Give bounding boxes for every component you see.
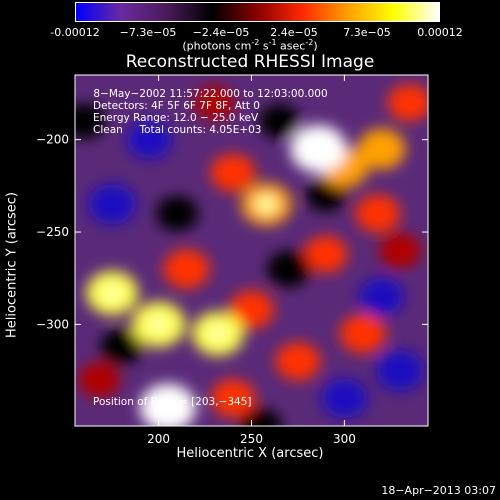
annotation-counts: Clean Total counts: 4.05E+03 bbox=[93, 124, 262, 136]
emission-core bbox=[100, 283, 124, 303]
y-tick-label: −250 bbox=[36, 225, 69, 239]
emission-core bbox=[255, 194, 278, 214]
x-axis-label: Heliocentric X (arcsec) bbox=[176, 446, 324, 461]
annotations: 8−May−2002 11:57:22.000 to 12:03:00.000 … bbox=[90, 88, 328, 136]
negative-blob bbox=[259, 103, 300, 139]
heatmap-image bbox=[75, 84, 428, 426]
colorbar-tick-label: 7.3e−05 bbox=[343, 26, 391, 39]
negative-blob bbox=[376, 350, 424, 391]
emission-blob bbox=[339, 313, 387, 354]
colorbar-units: (photons cm-2 s-1 asec-2) bbox=[182, 38, 318, 53]
emission-blob bbox=[210, 379, 256, 418]
negative-blob bbox=[306, 178, 346, 212]
emission-blob bbox=[379, 232, 422, 269]
colorbar bbox=[75, 2, 440, 22]
y-tick-label: −200 bbox=[36, 133, 69, 147]
negative-blob bbox=[266, 250, 311, 288]
emission-core bbox=[206, 323, 230, 344]
emission-blob bbox=[355, 194, 401, 233]
colorbar-tick-label: 0.00012 bbox=[417, 26, 463, 39]
x-tick-label: 300 bbox=[333, 432, 356, 446]
colorbar-tick-label: −2.4e−05 bbox=[192, 26, 250, 39]
negative-blob bbox=[156, 195, 199, 232]
y-tick-label: −300 bbox=[36, 317, 69, 331]
negative-blob bbox=[75, 103, 106, 140]
annotation-detectors: Detectors: 4F 5F 6F 7F 8F, Att 0 bbox=[93, 100, 260, 112]
colorbar-tick-label: 2.4e−05 bbox=[270, 26, 318, 39]
emission-blob bbox=[229, 290, 274, 329]
emission-blob bbox=[387, 84, 428, 122]
timestamp: 18−Apr−2013 03:07 bbox=[381, 484, 496, 497]
annotation-peak: Position of Peak = [203,−345] bbox=[93, 396, 252, 408]
emission-blob bbox=[163, 249, 210, 289]
emission-blob bbox=[194, 85, 235, 120]
axes: 200 250 300 −200 −250 −300 bbox=[36, 75, 428, 446]
colorbar-tick-label: -0.00012 bbox=[50, 26, 100, 39]
negative-blob bbox=[321, 378, 368, 418]
annotation-energy: Energy Range: 12.0 − 25.0 keV bbox=[93, 112, 259, 124]
emission-blob bbox=[78, 361, 121, 398]
x-tick-label: 200 bbox=[147, 432, 170, 446]
emission-core bbox=[155, 396, 181, 419]
chart-title: Reconstructed RHESSI Image bbox=[125, 52, 375, 72]
annotation-time: 8−May−2002 11:57:22.000 to 12:03:00.000 bbox=[90, 88, 328, 100]
emission-core bbox=[305, 138, 331, 160]
negative-blob bbox=[239, 408, 282, 426]
emission-blob bbox=[304, 235, 348, 273]
emission-blob bbox=[357, 128, 406, 170]
negative-blob bbox=[100, 328, 143, 365]
negative-blob bbox=[359, 277, 404, 316]
emission-blob bbox=[275, 342, 321, 381]
emission-core bbox=[146, 314, 171, 335]
negative-blob bbox=[126, 120, 172, 159]
y-axis-label: Heliocentric Y (arcsec) bbox=[4, 192, 20, 338]
negative-blob bbox=[88, 184, 136, 225]
emission-blob bbox=[210, 153, 256, 192]
colorbar-tick-label: −7.3e−05 bbox=[119, 26, 177, 39]
x-tick-label: 250 bbox=[240, 432, 263, 446]
